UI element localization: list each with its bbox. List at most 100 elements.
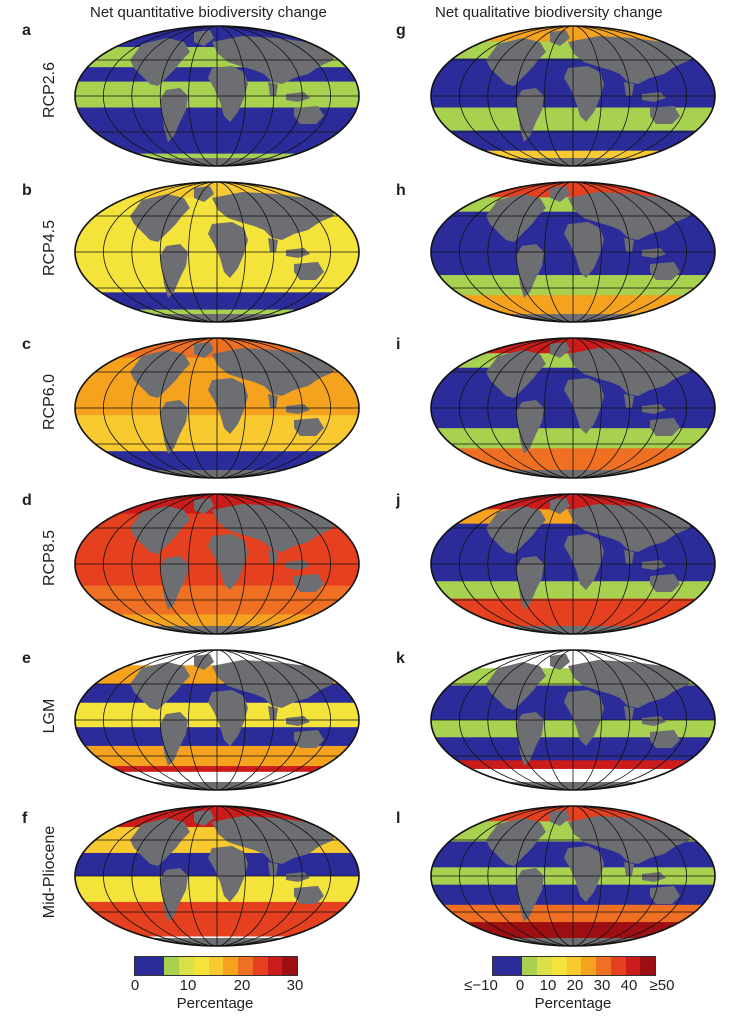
graticule-meridian	[487, 182, 659, 322]
land-mass	[486, 350, 546, 398]
right-colorbar-tick-max: ≥50	[649, 977, 675, 994]
map-svg	[74, 493, 360, 635]
land-mass	[624, 706, 634, 720]
map-panel-d	[72, 492, 362, 636]
panel-letter-f: f	[22, 810, 28, 827]
graticule-meridian	[459, 806, 687, 946]
row-label-mid-pliocene: Mid-Pliocene	[41, 825, 58, 919]
left-colorbar	[134, 956, 298, 976]
colorbar-swatch	[252, 957, 268, 975]
land-mass	[130, 38, 190, 86]
colorbar-swatch	[493, 957, 508, 975]
left-colorbar-tick-20: 20	[233, 977, 251, 994]
land-mass	[208, 222, 248, 278]
colorbar-swatch	[566, 957, 582, 975]
map-svg	[430, 649, 716, 791]
graticule-meridian	[159, 338, 275, 478]
land-mass	[130, 194, 190, 242]
land-mass	[564, 222, 604, 278]
map-border	[74, 337, 360, 479]
map-border	[430, 337, 716, 479]
colorbar-swatch	[282, 957, 298, 975]
land-mass	[130, 350, 190, 398]
left-colorbar-label: Percentage	[176, 995, 254, 1012]
graticule-meridian	[544, 26, 602, 166]
graticule-meridian	[131, 338, 303, 478]
graticule-meridian	[487, 650, 659, 790]
colorbar-swatch	[522, 957, 538, 975]
colorbar-swatch	[625, 957, 641, 975]
land-mass	[516, 244, 544, 298]
graticule-meridian	[515, 806, 631, 946]
panel-letter-i: i	[396, 336, 401, 353]
colorbar-swatch	[640, 957, 656, 975]
land-mass	[160, 556, 188, 610]
row-label-rcp45: RCP4.5	[41, 219, 58, 277]
colorbar-swatch	[223, 957, 239, 975]
land-mass	[286, 872, 310, 882]
right-colorbar-label: Percentage	[534, 995, 612, 1012]
colorbar-swatch	[164, 957, 180, 975]
land-mass	[486, 506, 546, 554]
graticule-meridian	[544, 806, 602, 946]
graticule-meridian	[544, 650, 602, 790]
colorbar-swatch	[551, 957, 567, 975]
land-mass	[286, 560, 310, 570]
panel-letter-e: e	[22, 650, 31, 667]
colorbar-swatch	[208, 957, 224, 975]
map-svg	[430, 493, 716, 635]
right-colorbar	[492, 956, 656, 976]
map-svg	[74, 649, 360, 791]
map-panel-k	[428, 648, 718, 792]
map-panel-g	[428, 24, 718, 168]
land-mass	[516, 88, 544, 142]
land-mass	[624, 238, 634, 252]
colorbar-swatch	[149, 957, 165, 975]
land-mass	[650, 730, 680, 748]
graticule-meridian	[131, 494, 303, 634]
land-mass	[516, 400, 544, 454]
land-mass	[486, 662, 546, 710]
land-mass	[294, 730, 324, 748]
land-mass	[294, 418, 324, 436]
graticule-meridian	[103, 806, 331, 946]
land-mass	[624, 550, 634, 564]
colorbar-swatch	[596, 957, 611, 975]
land-mass	[268, 82, 278, 96]
map-panel-b	[72, 180, 362, 324]
land-mass	[208, 690, 248, 746]
land-mass	[208, 378, 248, 434]
graticule-meridian	[459, 338, 687, 478]
graticule-meridian	[544, 182, 602, 322]
land-mass	[286, 716, 310, 726]
panel-letter-l: l	[396, 810, 401, 827]
map-svg	[74, 181, 360, 323]
map-svg	[74, 337, 360, 479]
graticule-meridian	[544, 494, 602, 634]
map-border	[74, 805, 360, 947]
land-mass	[486, 194, 546, 242]
land-mass	[624, 862, 634, 876]
graticule-meridian	[159, 806, 275, 946]
colorbar-swatch	[507, 957, 523, 975]
land-mass	[650, 574, 680, 592]
graticule-meridian	[131, 806, 303, 946]
land-mass	[516, 712, 544, 766]
land-mass	[160, 400, 188, 454]
map-panel-i	[428, 336, 718, 480]
colorbar-swatch	[179, 957, 194, 975]
right-colorbar-tick-40: 40	[620, 977, 638, 994]
graticule-meridian	[487, 338, 659, 478]
graticule-meridian	[159, 26, 275, 166]
map-panel-l	[428, 804, 718, 948]
graticule-meridian	[188, 26, 246, 166]
colorbar-swatch	[267, 957, 283, 975]
map-border	[430, 649, 716, 791]
colorbar-swatch	[537, 957, 552, 975]
right-colorbar-tick-min: ≤−10	[464, 977, 498, 994]
land-mass	[564, 846, 604, 902]
land-mass	[160, 88, 188, 142]
map-panel-a	[72, 24, 362, 168]
right-colorbar-tick-0: 0	[515, 977, 525, 994]
colorbar-swatch	[581, 957, 597, 975]
